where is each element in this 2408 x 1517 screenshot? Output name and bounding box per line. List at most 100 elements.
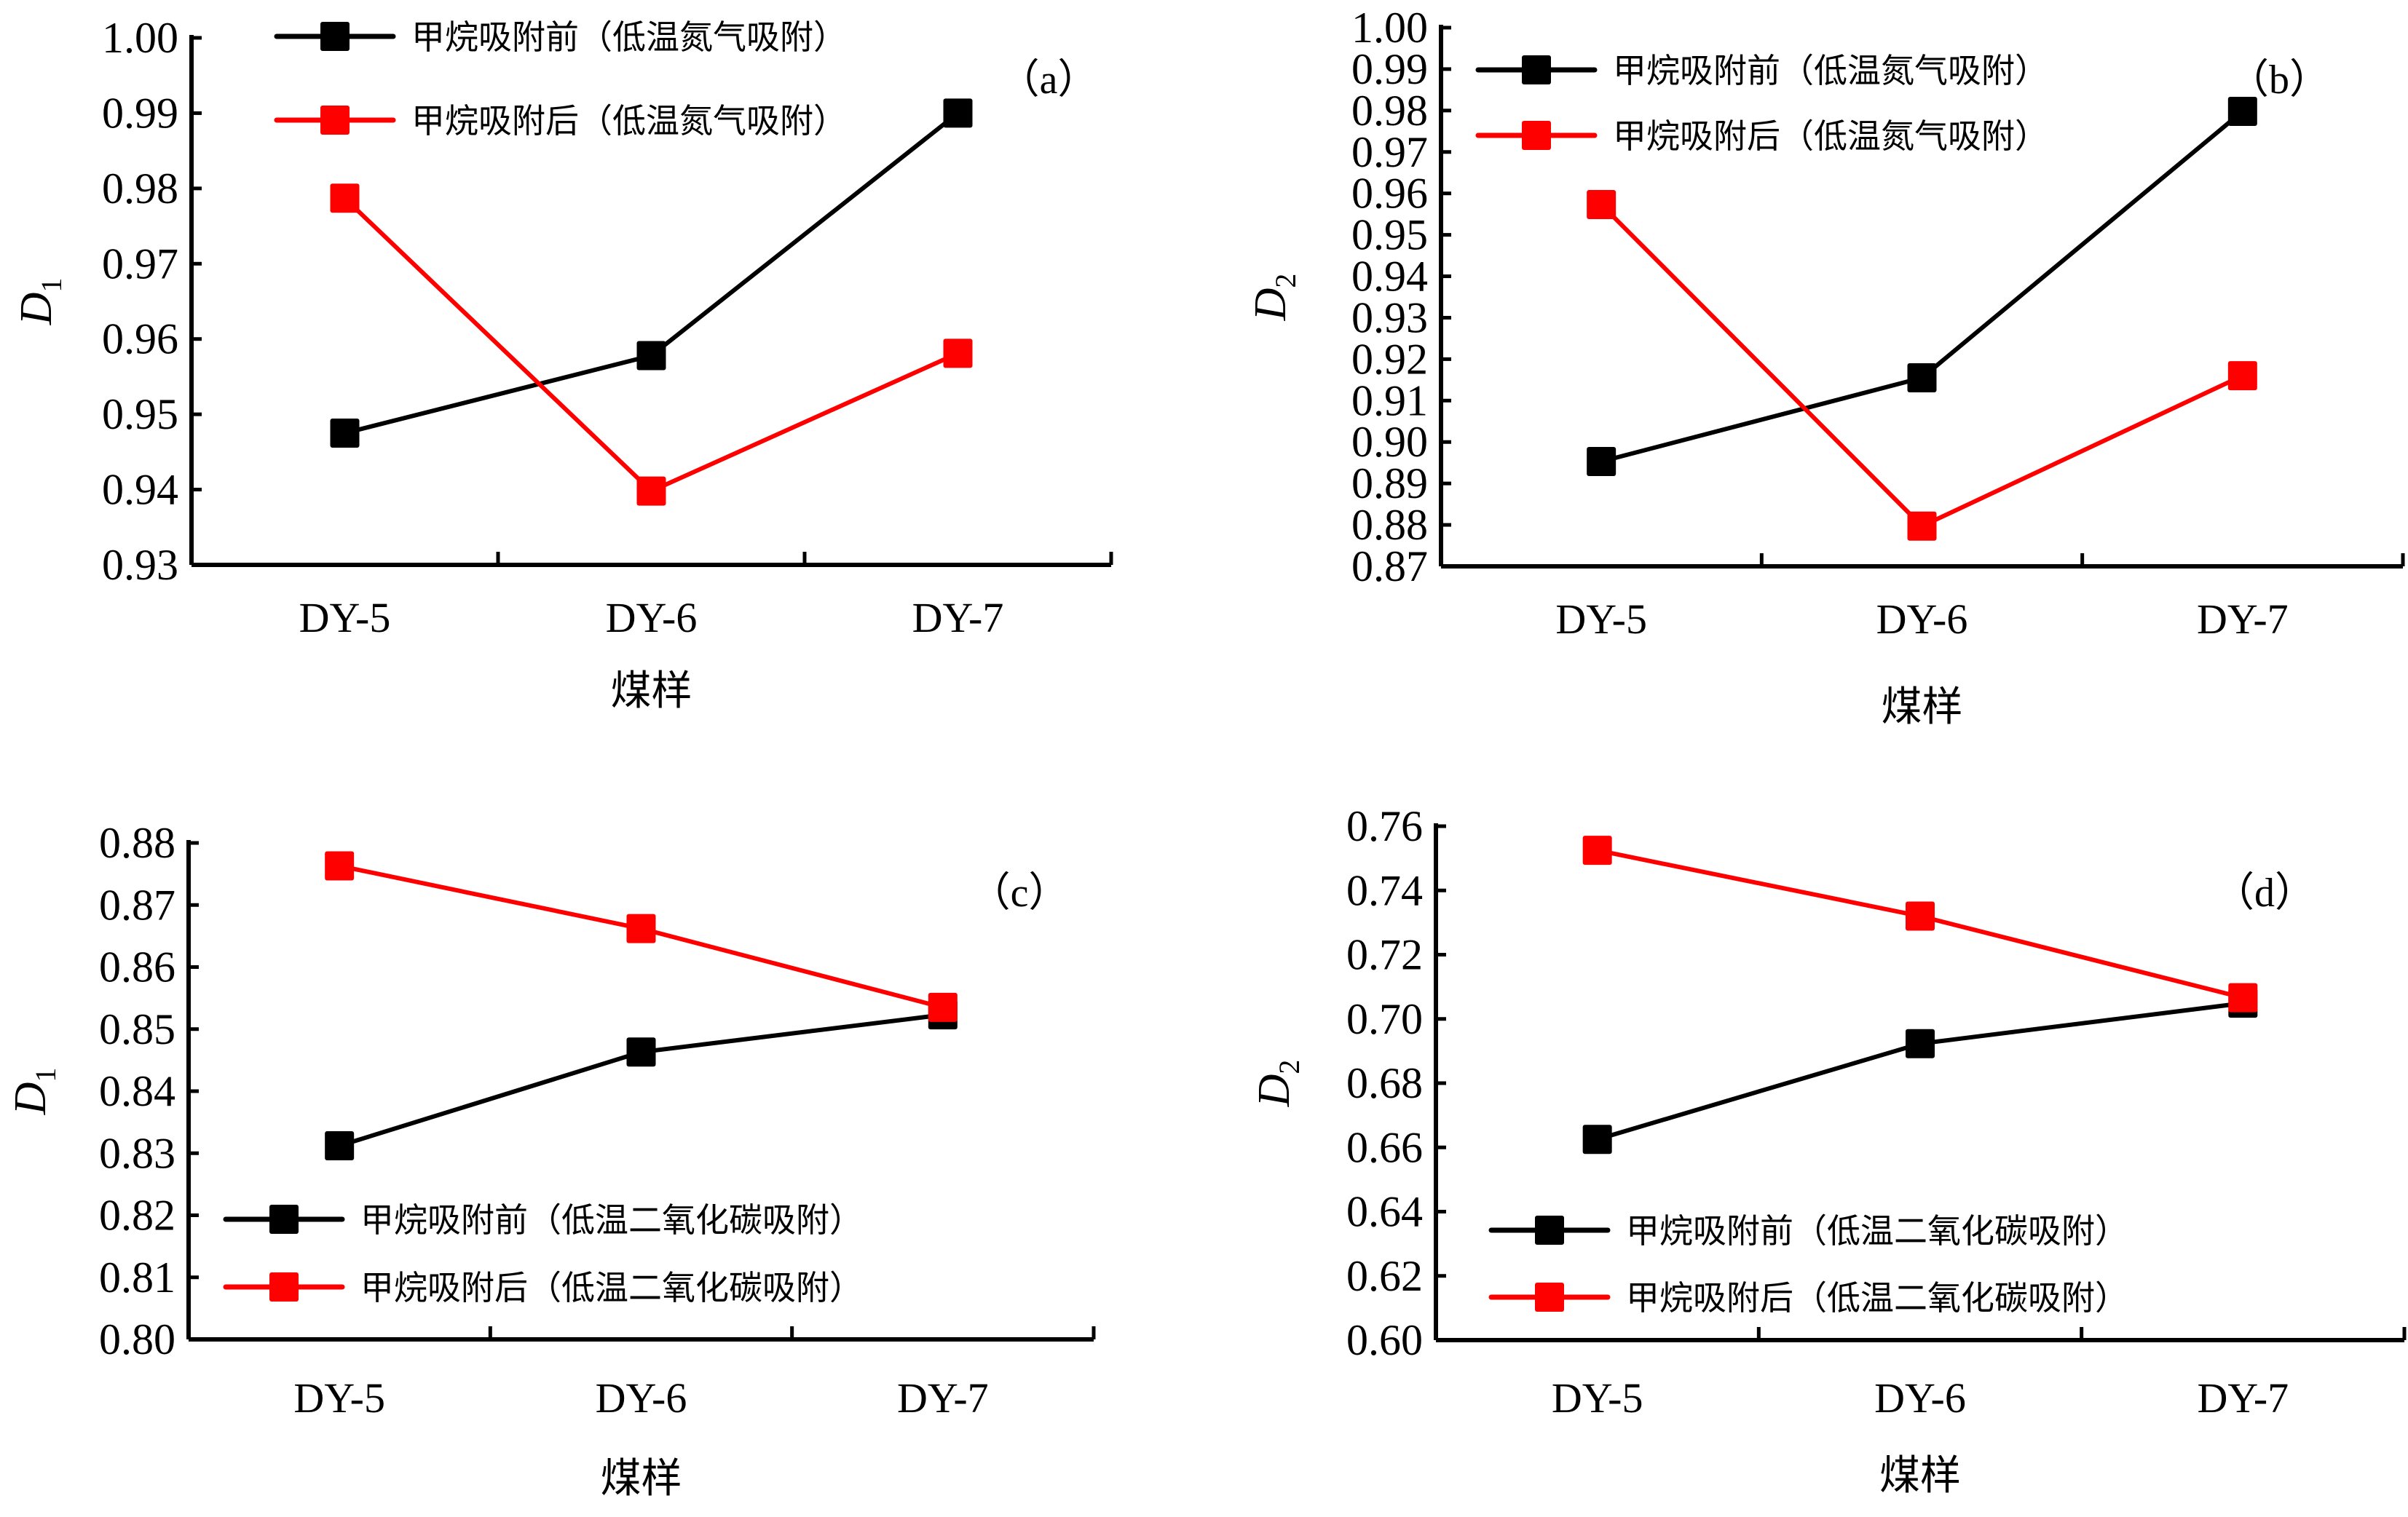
series-line-before (1596, 1001, 2243, 1142)
x-tick-label: DY-5 (293, 1374, 385, 1422)
x-axis-label: 煤样 (1882, 684, 1963, 731)
data-point-marker (1906, 1029, 1935, 1058)
y-tick-label: 0.88 (99, 819, 175, 867)
data-point-marker (928, 992, 958, 1022)
y-tick-label: 0.88 (1351, 501, 1428, 549)
data-point-marker (1906, 901, 1935, 931)
legend-marker (1535, 1216, 1564, 1245)
series-line-before (344, 111, 960, 435)
panel-d: 0.60 0.62 0.64 0.66 0.68 0.70 0.72 0.74 0.76 DY-5… (1250, 802, 2407, 1500)
legend-marker (320, 106, 350, 135)
data-point-marker (2227, 96, 2257, 126)
x-tick-label: DY-6 (1876, 595, 1968, 643)
panel-a: 0.93 0.94 0.95 0.96 0.97 0.98 0.99 1.00 DY-5 DY-6… (12, 14, 1113, 715)
y-tick-label: 0.68 (1346, 1059, 1423, 1107)
y-tick-label: 0.83 (99, 1129, 175, 1177)
legend-marker (269, 1205, 299, 1234)
y-tick-label: 0.96 (102, 315, 178, 363)
y-axis-label: D2 (1250, 1060, 1306, 1108)
data-point-marker (943, 338, 973, 368)
data-point-marker (1587, 446, 1616, 476)
legend-label: 甲烷吸附后（低温氮气吸附） (411, 101, 847, 140)
y-tick-label: 0.82 (99, 1192, 175, 1240)
y-tick-label: 0.87 (1351, 542, 1428, 590)
data-point-marker (1907, 511, 1937, 541)
legend-marker (320, 22, 350, 51)
y-tick-label: 0.97 (102, 239, 178, 288)
y-tick-label: 0.81 (99, 1253, 175, 1302)
y-tick-label: 1.00 (1351, 4, 1428, 52)
y-tick-label: 0.86 (99, 943, 175, 991)
legend-label: 甲烷吸附前（低温二氧化碳吸附） (1626, 1211, 2128, 1251)
y-axis-label-subscript: 1 (29, 1068, 62, 1082)
x-tick-label: DY-7 (2197, 595, 2289, 643)
y-tick-label: 0.70 (1346, 995, 1423, 1043)
data-point-marker (1587, 190, 1616, 220)
y-tick-label: 0.93 (102, 541, 178, 589)
legend-marker (1522, 55, 1551, 84)
legend-marker (1535, 1283, 1564, 1312)
x-tick-label: DY-7 (2197, 1374, 2289, 1422)
data-point-marker (1582, 1125, 1612, 1154)
legend-marker (1522, 121, 1551, 150)
x-axis-label: 煤样 (601, 1455, 682, 1502)
legend-item: 甲烷吸附前（低温二氧化碳吸附） (223, 1200, 863, 1240)
y-tick-label: 0.62 (1346, 1252, 1423, 1300)
y-tick-label: 0.60 (1346, 1316, 1423, 1364)
data-point-marker (636, 341, 666, 371)
y-axis-label-subscript: 1 (35, 278, 68, 293)
y-axis-label-main: D (1250, 1074, 1299, 1108)
legend-item: 甲烷吸附前（低温氮气吸附） (274, 17, 847, 57)
x-axis-label: 煤样 (1879, 1452, 1961, 1500)
legend-item: 甲烷吸附后（低温二氧化碳吸附） (1488, 1278, 2128, 1318)
data-point-marker (1907, 363, 1937, 392)
data-point-marker (943, 98, 973, 128)
y-tick-label: 0.74 (1346, 866, 1423, 914)
panel-tag: （b） (2228, 58, 2330, 103)
x-tick-label: DY-5 (299, 594, 391, 641)
y-tick-label: 0.72 (1346, 931, 1423, 979)
y-tick-label: 0.85 (99, 1005, 175, 1053)
x-tick-label: DY-5 (1552, 1374, 1643, 1422)
y-tick-label: 0.91 (1351, 376, 1428, 424)
data-point-marker (626, 1037, 656, 1067)
y-tick-label: 0.93 (1351, 293, 1428, 341)
y-tick-label: 0.95 (102, 390, 178, 438)
y-axis-label: D1 (6, 1068, 62, 1116)
y-tick-label: 0.64 (1346, 1188, 1423, 1236)
panel-b: 0.870.880.890.900.910.920.930.940.950.96… (1246, 4, 2405, 731)
y-tick-label: 0.87 (99, 881, 175, 929)
series-line-before (1600, 109, 2244, 464)
y-tick-label: 0.66 (1346, 1123, 1423, 1171)
y-tick-label: 1.00 (102, 14, 178, 62)
x-tick-label: DY-6 (606, 594, 698, 641)
legend-label: 甲烷吸附前（低温氮气吸附） (411, 17, 847, 57)
data-point-marker (1582, 836, 1612, 866)
data-point-marker (330, 183, 360, 213)
y-tick-label: 0.99 (102, 89, 178, 137)
data-point-marker (2228, 983, 2258, 1013)
data-point-marker (325, 1131, 355, 1161)
data-point-marker (325, 851, 355, 881)
legend-label: 甲烷吸附后（低温二氧化碳吸附） (1626, 1278, 2128, 1318)
y-tick-label: 0.89 (1351, 459, 1428, 507)
y-tick-label: 0.80 (99, 1315, 175, 1363)
x-axis-label: 煤样 (611, 668, 692, 715)
y-axis-label-main: D (6, 1082, 55, 1116)
legend-item: 甲烷吸附前（低温二氧化碳吸附） (1488, 1211, 2128, 1251)
y-tick-label: 0.92 (1351, 335, 1428, 383)
series-line-before (339, 1013, 944, 1148)
y-tick-label: 0.95 (1351, 211, 1428, 259)
x-tick-label: DY-7 (912, 594, 1004, 641)
legend-label: 甲烷吸附后（低温二氧化碳吸附） (360, 1268, 863, 1307)
panel-tag: （c） (970, 871, 1070, 916)
panel-tag: （d） (2214, 871, 2316, 916)
y-tick-label: 0.96 (1351, 170, 1428, 218)
panel-tag: （a） (999, 58, 1099, 103)
x-tick-label: DY-5 (1555, 595, 1647, 643)
y-axis-label-main: D (1246, 288, 1295, 322)
legend-marker (269, 1272, 299, 1302)
y-axis-label: D2 (1246, 274, 1302, 322)
data-point-marker (626, 914, 656, 943)
y-tick-label: 0.99 (1351, 45, 1428, 93)
